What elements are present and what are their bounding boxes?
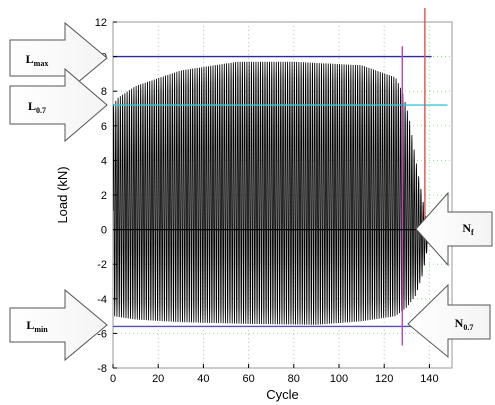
- x-tick-label: 80: [288, 373, 300, 385]
- lmin-callout-arrow: [9, 288, 108, 362]
- n07-callout-label: N0.7: [455, 316, 474, 332]
- y-tick-label: 2: [101, 190, 107, 202]
- x-tick-label: 60: [242, 373, 254, 385]
- y-tick-label: -2: [97, 259, 107, 271]
- nf-callout-label: Nf: [462, 221, 474, 237]
- l07-callout-label: L0.7: [28, 99, 46, 115]
- reference-lines: [113, 8, 448, 346]
- y-tick-label: 6: [101, 121, 107, 133]
- y-tick-label: 8: [101, 86, 107, 98]
- l07-callout-arrow: [9, 67, 108, 143]
- x-tick-label: 120: [375, 373, 393, 385]
- y-tick-label: 0: [101, 225, 107, 237]
- lmax-callout-arrow: [9, 21, 108, 95]
- y-tick-label: 4: [101, 155, 107, 167]
- y-tick-label: -4: [97, 294, 107, 306]
- lmin-callout-label: Lmin: [26, 318, 48, 334]
- data-layer: [113, 61, 430, 325]
- lmax-callout-label: Lmax: [26, 52, 49, 68]
- x-axis-label: Cycle: [266, 387, 299, 402]
- x-tick-label: 20: [152, 373, 164, 385]
- x-tick-label: 100: [330, 373, 348, 385]
- y-tick-label: -6: [97, 328, 107, 340]
- callouts: Lmax L0.7 Lmin Nf N0.7: [9, 21, 493, 362]
- y-axis-label: Load (kN): [55, 166, 70, 223]
- x-tick-label: 0: [110, 373, 116, 385]
- x-tick-label: 140: [420, 373, 438, 385]
- y-tick-label: 12: [95, 17, 107, 29]
- load-signal-series: [113, 61, 430, 325]
- y-tick-label: -8: [97, 363, 107, 375]
- x-tick-label: 40: [197, 373, 209, 385]
- n07-callout-arrow: [407, 283, 491, 359]
- nf-callout-arrow: [415, 191, 493, 267]
